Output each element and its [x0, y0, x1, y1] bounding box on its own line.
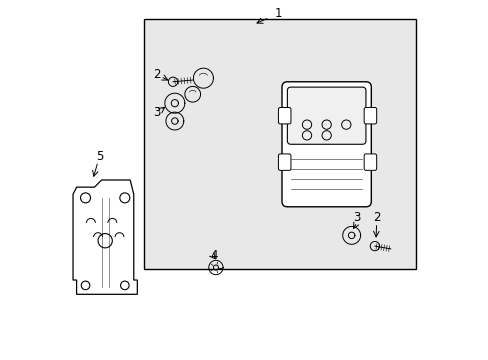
FancyBboxPatch shape: [278, 108, 290, 124]
Text: 3: 3: [353, 211, 360, 224]
Text: 1: 1: [274, 8, 282, 21]
FancyBboxPatch shape: [364, 154, 376, 170]
Text: 5: 5: [96, 150, 103, 163]
FancyBboxPatch shape: [282, 82, 370, 207]
FancyBboxPatch shape: [364, 108, 376, 124]
Text: 2: 2: [372, 211, 380, 224]
Text: 4: 4: [210, 248, 218, 261]
FancyBboxPatch shape: [278, 154, 290, 170]
Text: 2: 2: [153, 68, 161, 81]
Text: 3: 3: [153, 105, 161, 119]
Polygon shape: [73, 180, 137, 294]
FancyBboxPatch shape: [144, 19, 415, 269]
FancyBboxPatch shape: [287, 87, 365, 144]
